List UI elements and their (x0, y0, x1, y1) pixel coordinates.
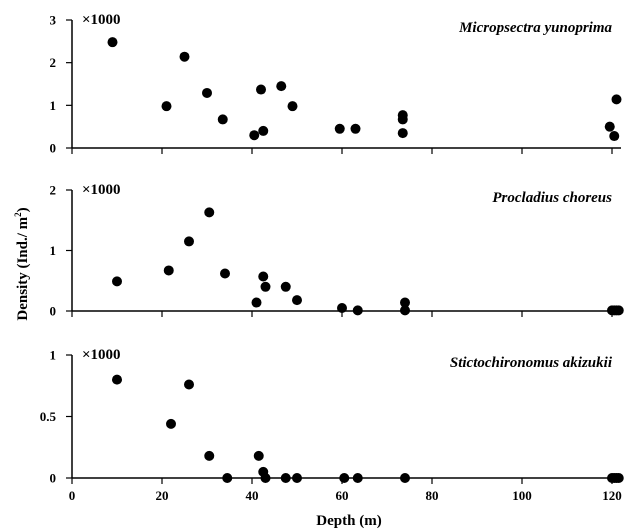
panel-3-multiplier: ×1000 (82, 347, 121, 363)
panel-1-title: Micropsectra yunoprima (458, 20, 612, 36)
panel-3-data-point (166, 418, 176, 429)
panel-1: 0 1 2 3 ×1000 Micropsectra yunoprima (50, 12, 622, 156)
panel-2-data-point (337, 302, 347, 313)
panel-3-data-point (253, 450, 264, 461)
panel-1-y-tick-label: 3 (50, 13, 57, 28)
panel-3-data-point (184, 379, 194, 390)
panel-1-y-tick-label: 1 (50, 98, 57, 113)
panel-1-data-point (107, 37, 118, 48)
y-axis-label: Density (Ind./ m2) (13, 207, 31, 320)
x-axis-label: Depth (m) (316, 513, 381, 529)
panel-3-title: Stictochironomus akizukii (450, 355, 613, 371)
panel-2-data-point (112, 276, 122, 287)
panel-3-y-tick-label: 1 (50, 348, 57, 363)
panel-3-data-point (260, 473, 271, 483)
panel-1-data-point (256, 84, 266, 95)
panel-1-y-tick-label: 0 (50, 141, 57, 156)
panel-1-data-point (611, 94, 622, 105)
panel-1-data-point (258, 125, 269, 136)
panel-2-data-point (184, 236, 194, 247)
panel-3-y-tick-label: 0.5 (40, 409, 57, 424)
panel-2-data-point (400, 305, 410, 316)
panel-3-data-point (613, 473, 624, 483)
panel-1-data-point (334, 123, 345, 134)
x-tick-label: 40 (246, 488, 259, 503)
panel-1-data-point (604, 121, 615, 132)
panel-2-multiplier: ×1000 (82, 182, 121, 198)
x-tick-label: 100 (512, 488, 532, 503)
panel-3-data-point (112, 374, 122, 385)
panel-3: 0 0.5 1 ×1000 Stictochironomus akizukii (40, 347, 624, 486)
x-tick-label: 80 (426, 488, 439, 503)
panel-1-data-point (397, 110, 408, 121)
panel-3-data-point (222, 473, 233, 483)
panel-1-data-point (276, 81, 287, 92)
panel-3-data-point (280, 473, 291, 483)
panel-1-data-point (179, 51, 190, 62)
panel-2-data-point (220, 268, 230, 279)
y-axis-label-close: ) (15, 207, 31, 212)
chart-panels: 0 1 2 3 ×1000 Micropsectra yunoprima 0 1 2 ×1000 P… (40, 12, 624, 486)
panel-2: 0 1 2 ×1000 Procladius choreus (50, 182, 624, 319)
panel-2-title: Procladius choreus (492, 190, 612, 206)
x-axis: 0 20 40 60 80 100 120 (69, 488, 622, 503)
panel-1-data-point (609, 131, 620, 142)
panel-1-data-point (350, 123, 361, 134)
panel-1-multiplier: ×1000 (82, 12, 121, 28)
panel-1-data-point (287, 101, 298, 112)
panel-1-data-point (161, 101, 172, 112)
panel-3-data-point (339, 473, 350, 483)
panel-2-data-point (400, 297, 410, 308)
panel-2-data-point (251, 297, 262, 308)
x-tick-label: 20 (156, 488, 169, 503)
panel-1-data-point (397, 128, 408, 139)
panel-2-data-point (280, 281, 291, 292)
panel-2-data-point (204, 207, 215, 218)
panel-1-data-point (217, 114, 228, 125)
panel-2-data-point (258, 271, 269, 282)
panel-3-data-point (400, 473, 410, 483)
panel-2-data-point (613, 305, 624, 316)
panel-2-y-tick-label: 0 (50, 304, 57, 319)
panel-1-data-point (202, 87, 212, 98)
panel-2-data-point (352, 305, 363, 316)
panel-3-data-point (204, 450, 215, 461)
panel-1-y-tick-label: 2 (50, 55, 57, 70)
y-axis-label-main: Density (Ind./ m (15, 216, 31, 320)
panel-2-y-tick-label: 1 (50, 243, 57, 258)
panel-2-data-point (163, 265, 174, 276)
panel-3-data-point (352, 473, 363, 483)
panel-3-data-point (292, 473, 302, 483)
panel-3-y-tick-label: 0 (50, 471, 57, 486)
x-tick-label: 0 (69, 488, 76, 503)
panel-2-data-point (292, 295, 302, 306)
x-tick-label: 60 (336, 488, 349, 503)
y-axis-label-superscript: 2 (13, 212, 23, 217)
panel-2-data-point (260, 281, 271, 292)
panel-1-data-point (249, 130, 260, 141)
x-tick-label: 120 (602, 488, 622, 503)
panel-2-y-tick-label: 2 (50, 183, 57, 198)
